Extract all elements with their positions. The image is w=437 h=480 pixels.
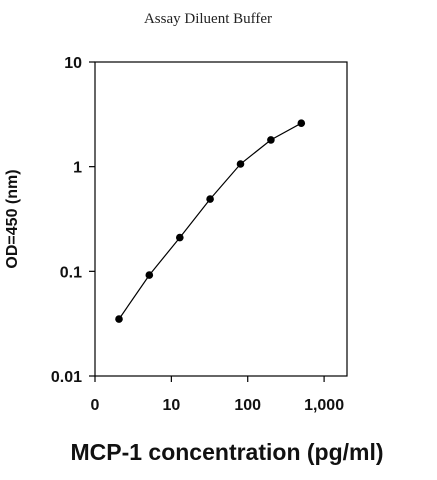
series-line xyxy=(118,122,302,320)
y-tick-label: 1 xyxy=(73,160,82,177)
y-axis-ticks: 10 1 0.1 0.01 xyxy=(51,55,95,386)
series-layer xyxy=(115,119,306,323)
data-point xyxy=(176,233,184,242)
y-axis-label: OD=450 (nm) xyxy=(4,169,21,268)
data-point xyxy=(267,136,275,144)
y-tick-label: 0.1 xyxy=(60,264,82,281)
data-point xyxy=(297,119,306,127)
x-axis-label: MCP-1 concentration (pg/ml) xyxy=(70,439,383,465)
y-tick-label: 0.01 xyxy=(51,369,82,386)
y-tick-label: 10 xyxy=(64,55,82,72)
x-tick-label: 10 xyxy=(162,397,180,414)
data-point xyxy=(115,315,123,323)
x-tick-label: 1,000 xyxy=(304,397,344,414)
plot-area xyxy=(94,61,348,377)
chart-title: Assay Diluent Buffer xyxy=(144,11,272,27)
data-point xyxy=(206,195,214,203)
x-tick-label: 0 xyxy=(91,397,100,414)
x-axis-ticks: 0 10 100 1,000 xyxy=(91,376,344,414)
data-point xyxy=(236,160,245,168)
data-point xyxy=(145,271,154,279)
x-tick-label: 100 xyxy=(234,397,261,414)
